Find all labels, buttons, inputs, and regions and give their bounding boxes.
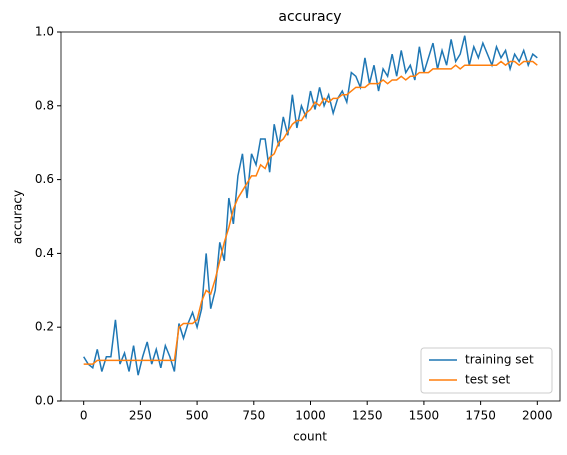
x-tick-label: 2000 xyxy=(522,409,553,423)
x-axis-label: count xyxy=(293,430,327,444)
chart-title: accuracy xyxy=(278,9,341,25)
y-tick-label: 0.4 xyxy=(35,246,54,260)
y-tick-label: 0.0 xyxy=(35,394,54,408)
x-tick-label: 750 xyxy=(242,409,265,423)
data-line xyxy=(83,60,538,365)
data-line xyxy=(83,35,538,376)
x-tick-label: 250 xyxy=(129,409,152,423)
x-tick-label: 1500 xyxy=(409,409,440,423)
y-tick-label: 0.6 xyxy=(35,172,54,186)
legend-label: training set xyxy=(465,353,534,367)
y-axis-label: accuracy xyxy=(11,190,25,244)
x-tick-label: 1000 xyxy=(295,409,326,423)
x-tick-label: 1250 xyxy=(352,409,383,423)
x-tick-label: 500 xyxy=(186,409,209,423)
legend-label: test set xyxy=(465,373,510,387)
y-tick-label: 0.2 xyxy=(35,320,54,334)
y-tick-label: 0.8 xyxy=(35,98,54,112)
plot-frame xyxy=(60,31,561,402)
x-tick-label: 1750 xyxy=(465,409,496,423)
x-tick-label: 0 xyxy=(80,409,88,423)
y-tick-label: 1.0 xyxy=(35,25,54,39)
